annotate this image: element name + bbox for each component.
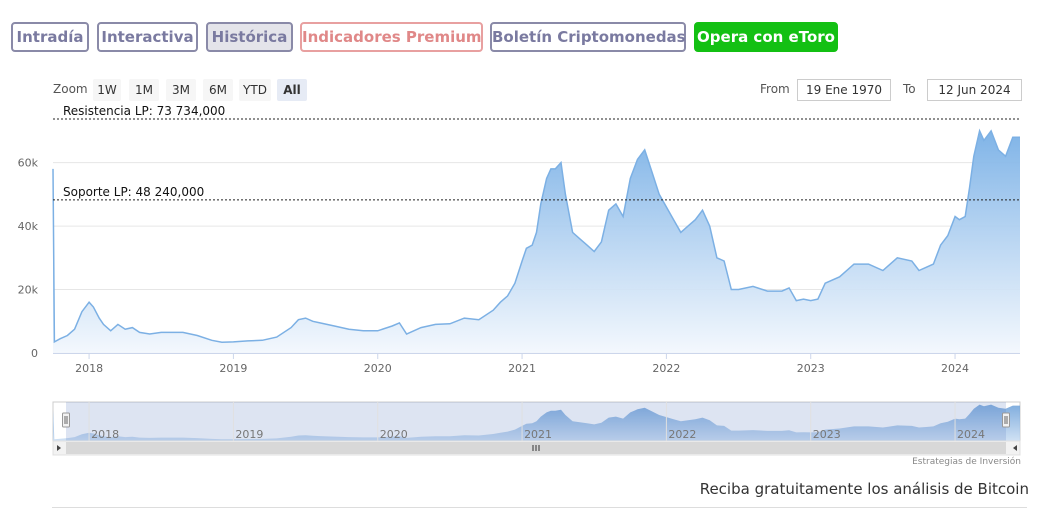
- navigator[interactable]: 2018 2019 2020 2021 2022 2023 2024: [52, 401, 1021, 456]
- navigator-label: 2019: [235, 428, 263, 441]
- zoom-all-button[interactable]: All: [277, 79, 307, 101]
- to-date-input[interactable]: 12 Jun 2024: [927, 79, 1022, 101]
- annotation-label: Soporte LP: 48 240,000: [63, 185, 204, 199]
- y-tick-label: 60k: [18, 157, 39, 170]
- to-label: To: [903, 82, 916, 96]
- annotation-label: Resistencia LP: 73 734,000: [63, 104, 225, 118]
- tab-intradia[interactable]: Intradía: [11, 22, 89, 52]
- x-tick-label: 2018: [75, 362, 103, 375]
- y-tick-label: 40k: [18, 220, 39, 233]
- triangle-left-icon: [57, 445, 61, 451]
- tab-interactiva[interactable]: Interactiva: [97, 22, 198, 52]
- chart-credit: Estrategias de Inversión: [912, 457, 1021, 467]
- divider: [52, 507, 1027, 508]
- from-label: From: [760, 82, 790, 96]
- price-area: [53, 130, 1020, 353]
- x-tick-label: 2021: [508, 362, 536, 375]
- tab-historica[interactable]: Histórica: [206, 22, 293, 52]
- price-line: [52, 128, 1020, 344]
- navigator-label: 2021: [524, 428, 552, 441]
- zoom-1w-button[interactable]: 1W: [93, 79, 121, 101]
- zoom-1m-button[interactable]: 1M: [129, 79, 159, 101]
- tab-boletin-criptomonedas[interactable]: Boletín Criptomonedas: [490, 22, 686, 52]
- navigator-label: 2022: [668, 428, 696, 441]
- y-tick-label: 20k: [18, 284, 39, 297]
- x-tick-label: 2024: [941, 362, 969, 375]
- navigator-label: 2018: [91, 428, 119, 441]
- x-tick-label: 2022: [652, 362, 680, 375]
- zoom-6m-button[interactable]: 6M: [203, 79, 233, 101]
- navigator-mask: [66, 402, 1006, 441]
- navigator-handle: [62, 412, 70, 428]
- navigator-area: [53, 404, 1020, 441]
- navigator-handle: [1002, 412, 1010, 428]
- zoom-ytd-button[interactable]: YTD: [239, 79, 271, 101]
- zoom-label: Zoom: [53, 82, 88, 96]
- triangle-right-icon: [1013, 445, 1017, 451]
- tab-indicadores-premium[interactable]: Indicadores Premium: [300, 22, 483, 52]
- price-chart: Resistencia LP: 73 734,000 Soporte LP: 48…: [18, 104, 1021, 456]
- navigator-label: 2023: [813, 428, 841, 441]
- x-tick-label: 2019: [219, 362, 247, 375]
- y-tick-label: 0: [31, 347, 38, 360]
- footer-text: Reciba gratuitamente los análisis de Bit…: [699, 480, 1029, 498]
- x-tick-label: 2023: [797, 362, 825, 375]
- x-tick-label: 2020: [364, 362, 392, 375]
- from-date-input[interactable]: 19 Ene 1970: [797, 79, 891, 101]
- navigator-label: 2020: [380, 428, 408, 441]
- zoom-3m-button[interactable]: 3M: [166, 79, 196, 101]
- navigator-label: 2024: [957, 428, 985, 441]
- opera-con-etoro-button[interactable]: Opera con eToro: [694, 22, 838, 52]
